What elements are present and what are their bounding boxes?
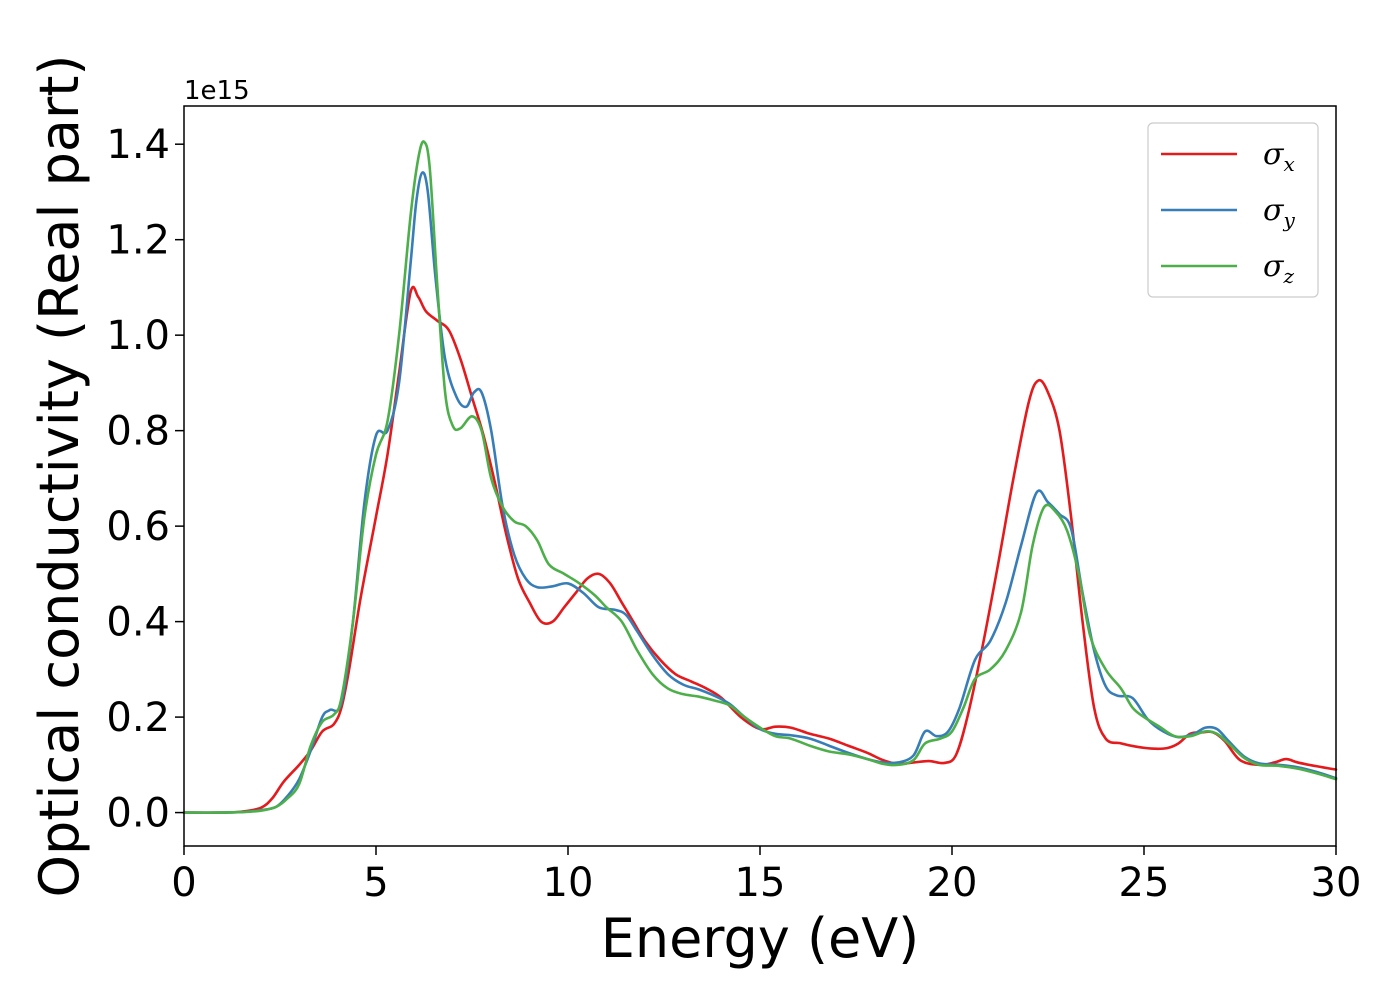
series-line-x <box>182 285 1338 814</box>
y-tick-label: 0.8 <box>106 409 170 455</box>
x-axis-title: Energy (eV) <box>601 907 920 970</box>
x-tick-label: 0 <box>171 860 196 906</box>
x-tick-label: 10 <box>543 860 594 906</box>
x-tick-label: 20 <box>927 860 978 906</box>
x-tick-label: 15 <box>735 860 786 906</box>
x-tick-label: 5 <box>363 860 388 906</box>
series-line-z <box>182 140 1338 814</box>
y-tick-label: 1.2 <box>106 218 170 264</box>
x-axis-ticks: 0 5 10 15 20 25 30 <box>171 846 1361 906</box>
y-offset-text: 1e15 <box>184 76 250 106</box>
y-tick-label: 0.4 <box>106 600 170 646</box>
y-axis-title: Optical conductivity (Real part) <box>28 55 91 898</box>
y-tick-label: 1.4 <box>106 122 170 168</box>
y-tick-label: 1.0 <box>106 313 170 359</box>
x-tick-label: 30 <box>1311 860 1362 906</box>
y-tick-label: 0.0 <box>106 791 170 837</box>
y-tick-label: 0.6 <box>106 504 170 550</box>
x-tick-label: 25 <box>1119 860 1170 906</box>
y-tick-label: 0.2 <box>106 695 170 741</box>
y-axis-ticks: 0.0 0.2 0.4 0.6 0.8 1.0 1.2 1.4 <box>106 122 184 837</box>
series-layer <box>182 140 1338 814</box>
